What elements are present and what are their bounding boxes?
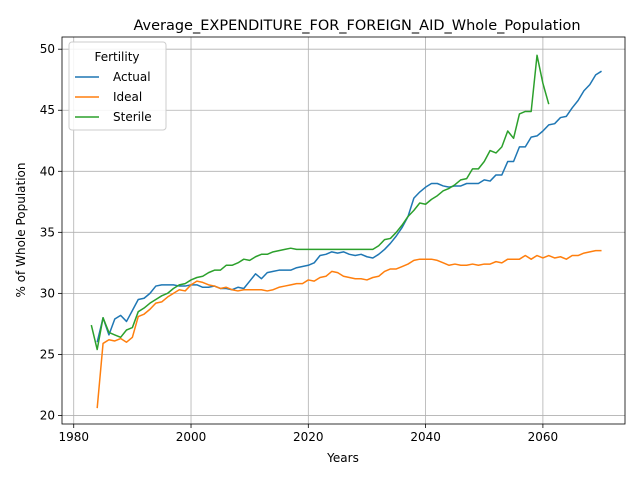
legend-box — [68, 41, 167, 131]
chart-title: Average_EXPENDITURE_FOR_FOREIGN_AID_Whol… — [133, 18, 580, 34]
y-axis: 20 25 30 35 40 45 50 — [40, 42, 62, 422]
series-line-sterile — [90, 54, 550, 351]
x-tick-label: 2020 — [293, 430, 324, 444]
legend: Fertility Actual Ideal Sterile — [68, 41, 167, 131]
y-tick-label: 30 — [40, 286, 55, 300]
x-axis: 1980 2000 2020 2040 2060 — [58, 424, 558, 444]
series-lines — [90, 54, 602, 409]
y-tick-label: 20 — [40, 408, 55, 422]
y-tick-label: 25 — [40, 347, 55, 361]
x-tick-label: 2060 — [528, 430, 559, 444]
legend-title: Fertility — [94, 50, 139, 64]
y-tick-label: 35 — [40, 225, 55, 239]
series-line-ideal — [96, 249, 602, 409]
x-tick-label: 2040 — [410, 430, 441, 444]
legend-label-sterile: Sterile — [113, 110, 152, 124]
x-axis-label: Years — [326, 451, 359, 465]
plot-area — [61, 36, 626, 425]
legend-label-ideal: Ideal — [113, 90, 142, 104]
y-axis-label: % of Whole Population — [14, 163, 28, 298]
x-tick-label: 2000 — [176, 430, 207, 444]
y-tick-label: 45 — [40, 103, 55, 117]
x-tick-label: 1980 — [58, 430, 89, 444]
series-line-actual — [96, 70, 602, 343]
y-tick-label: 40 — [40, 164, 55, 178]
y-tick-label: 50 — [40, 42, 55, 56]
legend-label-actual: Actual — [113, 70, 151, 84]
